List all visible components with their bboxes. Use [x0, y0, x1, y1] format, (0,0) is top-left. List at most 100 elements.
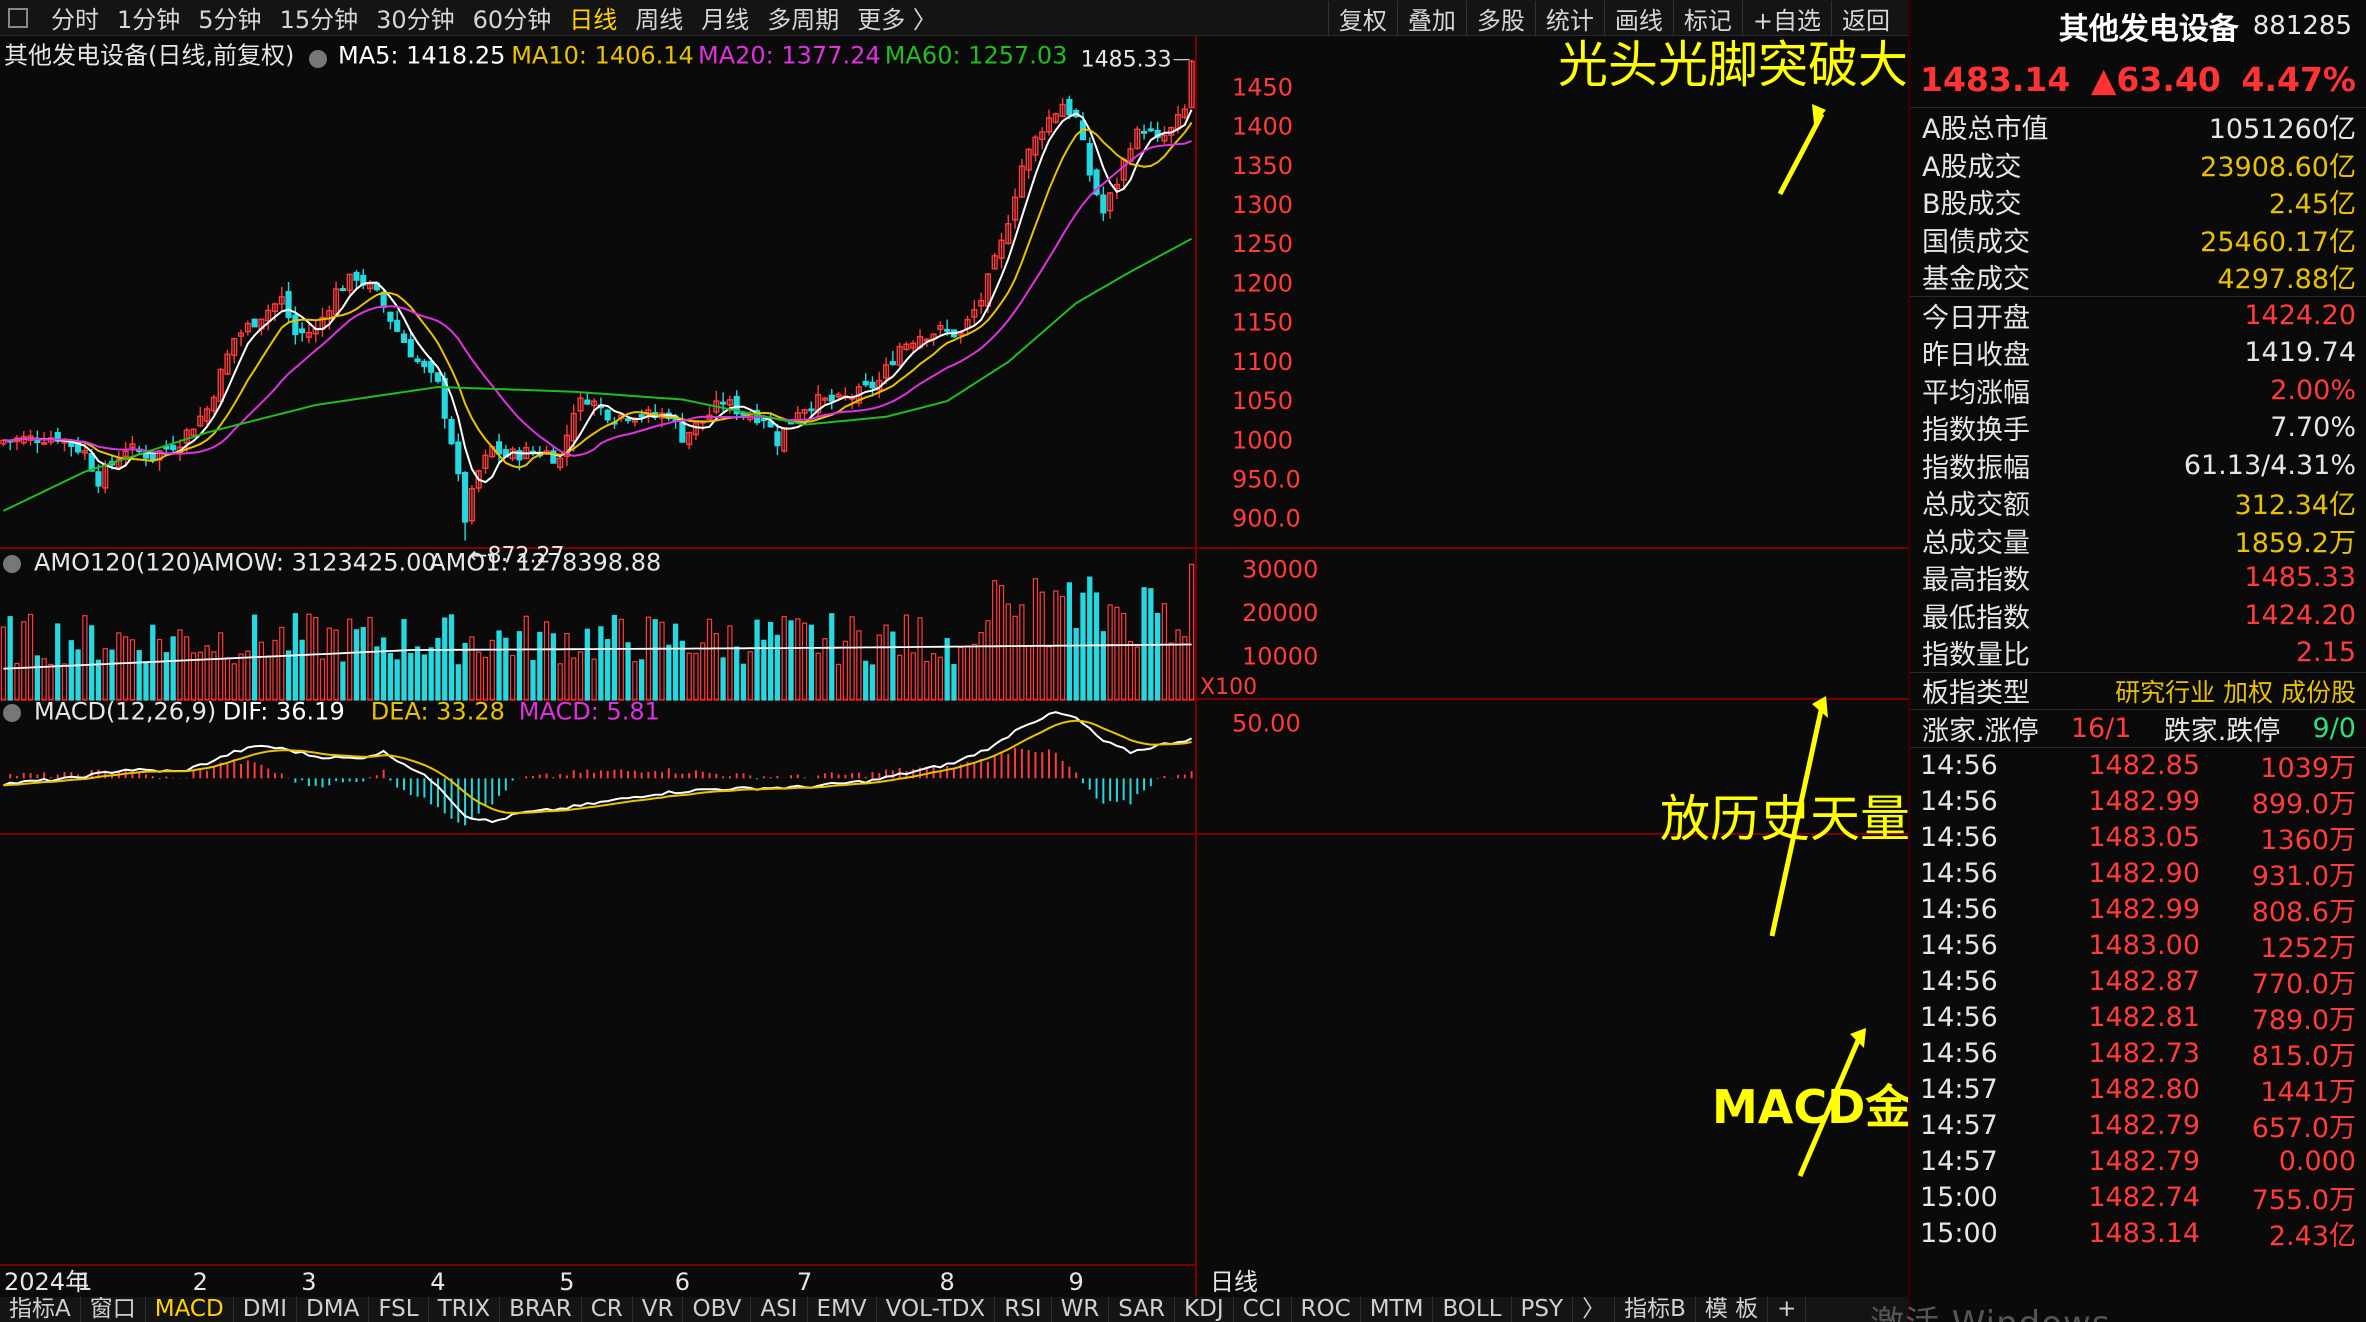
- indicator-tab-23[interactable]: 〉: [1573, 1297, 1616, 1322]
- amo-bar: [679, 640, 686, 701]
- tick-row-0[interactable]: 14:56 1482.85 1039万: [1910, 748, 2366, 784]
- indicator-tab-20[interactable]: MTM: [1361, 1297, 1434, 1322]
- stat-row-3-value: 7.70%: [2270, 412, 2356, 444]
- candle-body: [1141, 130, 1148, 134]
- index-type-value[interactable]: 研究行业 加权 成份股: [2115, 677, 2356, 707]
- last-price: 1483.14: [1920, 60, 2071, 99]
- kline-chart[interactable]: 1450 1400 1350 1300 1250 1200 1150 1100 1050 1000…: [0, 36, 1958, 1298]
- tool-button-7[interactable]: 返回: [1831, 0, 1900, 36]
- fall-count-label: 跌家.跌停: [2163, 715, 2281, 747]
- period-tab-0[interactable]: 分时: [51, 6, 99, 34]
- amo-bar: [706, 618, 713, 701]
- tick-time: 15:00: [1920, 1182, 1998, 1213]
- indicator-tab-3[interactable]: DMI: [234, 1297, 298, 1322]
- tick-price: 1482.80: [2088, 1074, 2200, 1105]
- period-tab-5[interactable]: 60分钟: [472, 6, 552, 34]
- market-row-1: A股成交 23908.60亿: [1910, 146, 2366, 184]
- tick-row-8[interactable]: 14:56 1482.73 815.0万: [1910, 1036, 2366, 1072]
- tick-row-3[interactable]: 14:56 1482.90 931.0万: [1910, 856, 2366, 892]
- indicator-tab-21[interactable]: BOLL: [1433, 1297, 1512, 1322]
- period-tab-8[interactable]: 月线: [701, 6, 750, 34]
- indicator-tab-18[interactable]: CCI: [1234, 1297, 1292, 1322]
- indicator-tab-0[interactable]: 指标A: [0, 1297, 81, 1322]
- candle-body: [414, 358, 421, 363]
- candle-body: [570, 412, 577, 442]
- period-tab-7[interactable]: 周线: [635, 6, 684, 34]
- period-tab-9[interactable]: 多周期: [767, 6, 840, 34]
- tick-time: 14:56: [1920, 750, 1998, 781]
- amo-bar: [197, 651, 203, 701]
- indicator-tab-2[interactable]: MACD: [146, 1297, 234, 1322]
- x-tick-9: 9: [1069, 1268, 1084, 1296]
- amo-bar: [897, 654, 903, 701]
- x-tick-8: 8: [940, 1268, 955, 1296]
- tick-row-9[interactable]: 14:57 1482.80 1441万: [1910, 1072, 2366, 1108]
- indicator-tab-14[interactable]: RSI: [995, 1297, 1052, 1322]
- candle-body: [1005, 223, 1012, 245]
- tick-row-5[interactable]: 14:56 1483.00 1252万: [1910, 928, 2366, 964]
- amo-bar: [435, 637, 441, 701]
- amo-bar: [21, 621, 27, 701]
- amo-bar: [557, 663, 563, 701]
- tick-row-10[interactable]: 14:57 1482.79 657.0万: [1910, 1108, 2366, 1144]
- candle-body: [434, 372, 442, 382]
- tick-row-4[interactable]: 14:56 1482.99 808.6万: [1910, 892, 2366, 928]
- indicator-tab-11[interactable]: ASI: [751, 1297, 808, 1322]
- tool-button-4[interactable]: 画线: [1603, 0, 1673, 36]
- amo-bar: [503, 637, 509, 701]
- tick-row-6[interactable]: 14:56 1482.87 770.0万: [1910, 964, 2366, 1000]
- tick-row-1[interactable]: 14:56 1482.99 899.0万: [1910, 784, 2366, 820]
- amo-bar: [537, 631, 543, 701]
- indicator-tab-9[interactable]: VR: [633, 1297, 684, 1322]
- period-tab-6[interactable]: 日线: [569, 6, 618, 34]
- period-tab-1[interactable]: 1分钟: [117, 6, 181, 34]
- tool-button-1[interactable]: 叠加: [1396, 0, 1466, 36]
- amo-bar: [190, 652, 197, 701]
- amo-unit-label: X100: [1200, 675, 1257, 700]
- amo-bar: [768, 621, 774, 701]
- indicator-tab-17[interactable]: KDJ: [1175, 1297, 1234, 1322]
- tick-list[interactable]: 14:56 1482.85 1039万 14:56 1482.99 899.0万 14:56…: [1910, 748, 2366, 1252]
- period-tab-3[interactable]: 15分钟: [279, 6, 359, 34]
- indicator-tab-1[interactable]: 窗口: [81, 1297, 146, 1322]
- indicator-tab-5[interactable]: FSL: [369, 1297, 429, 1322]
- tick-row-7[interactable]: 14:56 1482.81 789.0万: [1910, 1000, 2366, 1036]
- tool-button-5[interactable]: 标记: [1672, 0, 1742, 36]
- candle-body: [231, 337, 238, 356]
- candle-body: [271, 303, 279, 313]
- window-toggle-icon[interactable]: [8, 7, 28, 28]
- period-tab-4[interactable]: 30分钟: [376, 6, 455, 34]
- indicator-tab-6[interactable]: TRIX: [429, 1297, 501, 1322]
- tool-button-2[interactable]: 多股: [1465, 0, 1535, 36]
- tick-row-11[interactable]: 14:57 1482.79 0.000: [1910, 1144, 2366, 1180]
- candle-body: [1134, 128, 1141, 149]
- tick-row-2[interactable]: 14:56 1483.05 1360万: [1910, 820, 2366, 856]
- indicator-tab-24[interactable]: 指标B: [1615, 1297, 1696, 1322]
- indicator-tab-22[interactable]: PSY: [1512, 1297, 1574, 1322]
- indicator-tab-12[interactable]: EMV: [808, 1297, 877, 1322]
- candle-body: [733, 395, 740, 415]
- indicator-tab-8[interactable]: CR: [582, 1297, 633, 1322]
- tool-button-0[interactable]: 复权: [1327, 0, 1397, 36]
- indicator-tab-19[interactable]: ROC: [1292, 1297, 1361, 1322]
- tick-row-13[interactable]: 15:00 1483.14 2.43亿: [1910, 1216, 2366, 1252]
- chart-area[interactable]: 1450 1400 1350 1300 1250 1200 1150 1100 1050 1000…: [0, 36, 1958, 1302]
- indicator-tab-7[interactable]: BRAR: [500, 1297, 582, 1322]
- x-tick-5: 5: [559, 1268, 574, 1296]
- indicator-tab-15[interactable]: WR: [1052, 1297, 1110, 1322]
- amo-bar: [272, 639, 278, 701]
- tool-button-6[interactable]: +自选: [1741, 0, 1831, 36]
- tool-button-3[interactable]: 统计: [1534, 0, 1604, 36]
- indicator-tab-13[interactable]: VOL-TDX: [877, 1297, 996, 1322]
- indicator-tab-4[interactable]: DMA: [297, 1297, 370, 1322]
- indicator-tab-16[interactable]: SAR: [1109, 1297, 1176, 1322]
- candle-body: [299, 328, 306, 334]
- period-tab-2[interactable]: 5分钟: [198, 6, 262, 34]
- indicator-tab-10[interactable]: OBV: [683, 1297, 752, 1322]
- amo-bar: [347, 618, 353, 701]
- chart-title: 其他发电设备(日线,前复权): [4, 42, 294, 70]
- indicator-tab-25[interactable]: 模 板: [1696, 1297, 1769, 1322]
- tick-row-12[interactable]: 15:00 1482.74 755.0万: [1910, 1180, 2366, 1216]
- period-tab-10[interactable]: 更多 〉: [857, 6, 937, 34]
- indicator-tab-26[interactable]: +: [1768, 1297, 1807, 1322]
